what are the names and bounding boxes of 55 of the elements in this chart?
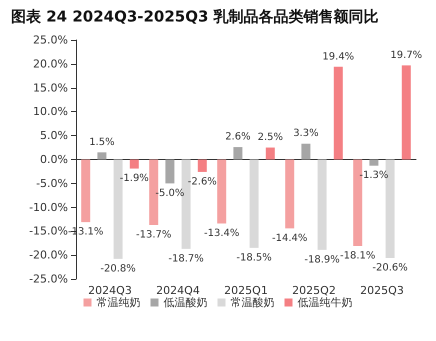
data-label: 3.3% (293, 128, 319, 140)
data-label: -1.9% (120, 173, 149, 184)
data-label: -18.9% (304, 254, 340, 266)
data-label: -2.6% (188, 176, 217, 188)
y-tick-label: -20.0% (29, 248, 68, 262)
legend-label: 低温酸奶 (164, 296, 208, 309)
data-label: 19.4% (322, 51, 354, 62)
y-tick-label: -25.0% (29, 272, 68, 286)
data-label: -13.4% (204, 228, 240, 240)
bar (81, 160, 90, 222)
legend-label: 常温纯奶 (96, 296, 140, 309)
data-label: 1.5% (89, 136, 115, 148)
bar (402, 65, 411, 160)
x-tick-label: 2025Q2 (292, 284, 336, 297)
x-tick-label: 2025Q1 (224, 284, 268, 297)
y-tick-label: -15.0% (29, 224, 68, 238)
data-label: -18.1% (340, 250, 376, 262)
bar (301, 144, 310, 160)
data-label: -18.7% (168, 253, 204, 264)
data-label: -13.7% (136, 229, 172, 240)
bar (285, 160, 294, 228)
x-tick-label: 2025Q3 (360, 284, 404, 297)
bar (97, 152, 106, 160)
bar (233, 147, 242, 160)
data-label: -20.8% (100, 263, 136, 274)
chart-title: 图表 24 2024Q3-2025Q3 乳制品各品类销售额同比 (11, 8, 379, 26)
data-label: -5.0% (155, 188, 184, 199)
bar (266, 148, 275, 160)
legend-label: 常温酸奶 (230, 296, 274, 309)
bar (250, 160, 259, 248)
bar (130, 160, 139, 169)
y-tick-label: -10.0% (29, 200, 68, 214)
data-label: -1.3% (359, 170, 388, 182)
bar (369, 160, 378, 166)
bar (334, 66, 343, 160)
data-label: -18.5% (236, 252, 272, 264)
legend-label: 低温纯牛奶 (298, 296, 352, 309)
data-label: 2.5% (258, 132, 284, 144)
data-label: -20.6% (372, 262, 408, 274)
y-tick-label: 15.0% (33, 81, 68, 94)
y-tick-label: 25.0% (33, 34, 68, 46)
y-tick-label: -5.0% (36, 176, 68, 190)
bar (217, 160, 226, 224)
y-tick-label: 0.0% (40, 153, 68, 166)
bar (198, 160, 207, 172)
x-tick-label: 2024Q4 (156, 284, 200, 297)
data-label: 2.6% (225, 132, 251, 143)
y-tick-label: 10.0% (33, 105, 68, 118)
data-label: -14.4% (272, 232, 308, 244)
y-tick-label: 20.0% (33, 57, 68, 70)
bar (318, 160, 327, 250)
y-tick-label: 5.0% (40, 129, 68, 142)
bar (165, 160, 174, 184)
data-label: 19.7% (390, 50, 422, 61)
x-tick-label: 2024Q3 (88, 284, 132, 297)
